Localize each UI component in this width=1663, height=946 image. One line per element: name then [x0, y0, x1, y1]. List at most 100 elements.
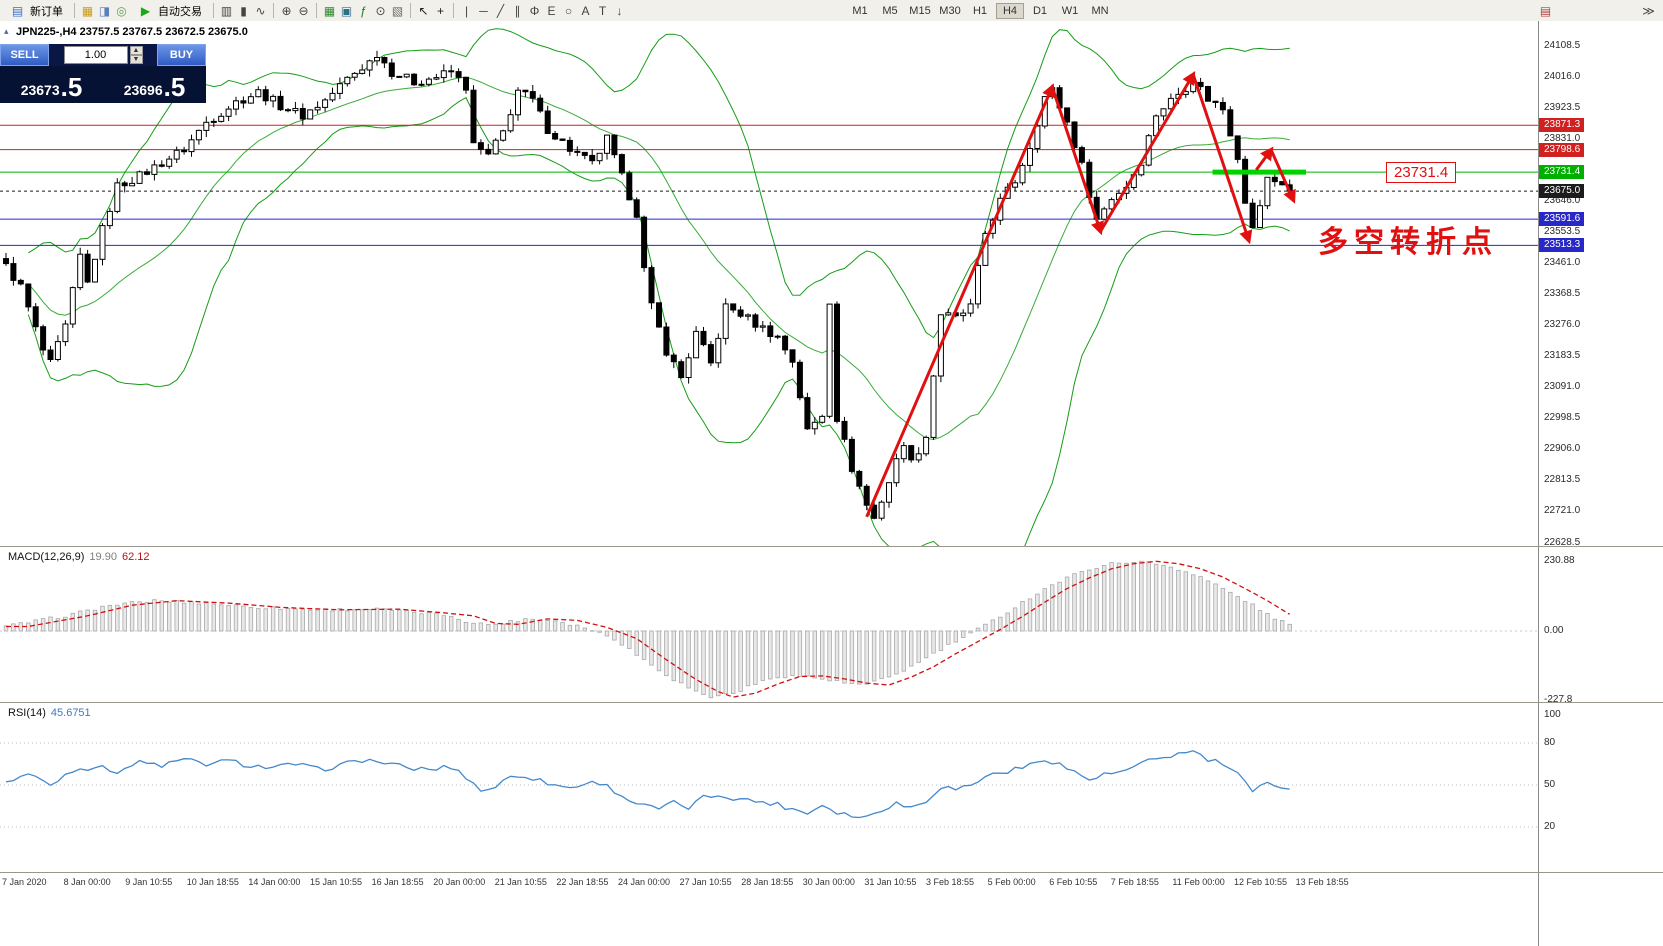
market-watch-icon[interactable]: ▦: [81, 3, 94, 18]
time-axis-label: 11 Feb 00:00: [1172, 877, 1225, 887]
rsi-axis-label: 80: [1544, 737, 1556, 748]
vertical-line-icon[interactable]: |: [464, 3, 469, 18]
periods-icon[interactable]: ⊙: [375, 3, 386, 18]
macd-panel: MACD(12,26,9) 19.90 62.12: [0, 546, 1538, 702]
price-level-tag: 23513.3: [1539, 238, 1585, 253]
sell-price: 23673.5: [0, 66, 103, 103]
macd-axis[interactable]: 230.88 0.00 -227.8: [1538, 546, 1663, 705]
price-chart-canvas[interactable]: [0, 21, 1538, 546]
macd-axis-label: 0.00: [1544, 625, 1564, 636]
label-icon[interactable]: T: [598, 3, 607, 18]
data-window-icon[interactable]: ◨: [98, 3, 111, 18]
price-axis-label: 23553.5: [1544, 225, 1581, 237]
candlestick-chart-icon[interactable]: ▮: [240, 3, 247, 18]
price-level-tag: 23871.3: [1539, 118, 1585, 133]
cursor-icon[interactable]: ↖: [418, 3, 429, 18]
timeframe-d1-button[interactable]: D1: [1032, 4, 1048, 17]
price-axis-label: 23183.5: [1544, 350, 1581, 362]
toolbar-separator: [213, 3, 214, 18]
candles-series: [3, 50, 1293, 521]
horizontal-levels: [0, 124, 1538, 246]
time-axis-label: 28 Jan 18:55: [741, 877, 794, 887]
autotrading-button[interactable]: ▶ 自动交易: [130, 2, 209, 20]
time-axis-label: 5 Feb 00:00: [987, 877, 1036, 887]
horizontal-line-icon[interactable]: ─: [479, 3, 488, 18]
bar-chart-icon[interactable]: ▥: [220, 3, 233, 18]
time-axis-label: 20 Jan 00:00: [433, 877, 486, 887]
volume-control: ▲ ▼: [49, 44, 157, 66]
tile-windows-icon[interactable]: ▦: [323, 3, 336, 18]
arrows-icon[interactable]: ↓: [616, 3, 623, 18]
buy-price-int: 23696: [123, 82, 163, 98]
price-axis[interactable]: 24108.524016.023923.523831.023738.523646…: [1538, 21, 1663, 548]
chart-title: JPN225-,H4 23757.5 23767.5 23672.5 23675…: [16, 26, 248, 38]
scroll-to-end-icon[interactable]: ≫: [1642, 3, 1655, 18]
pivot-price-tag[interactable]: 23731.4: [1386, 162, 1457, 183]
channel-icon[interactable]: ∥: [514, 3, 521, 18]
new-chart-icon[interactable]: ▣: [340, 3, 353, 18]
macd-name: MACD(12,26,9): [8, 551, 85, 563]
timeframe-mn-button[interactable]: MN: [1091, 4, 1109, 17]
time-axis[interactable]: 7 Jan 2020 8 Jan 00:00 9 Jan 10:55 10 Jan 1…: [0, 872, 1538, 946]
timeframe-toolbar: M1 M5 M15 M30 H1 H4 D1 W1 MN: [845, 0, 1115, 21]
zoom-in-icon[interactable]: ⊕: [281, 3, 292, 18]
timeframe-m30-button[interactable]: M30: [939, 4, 961, 17]
time-axis-label: 3 Feb 18:55: [926, 877, 975, 887]
time-axis-label: 13 Feb 18:55: [1295, 877, 1349, 887]
new-order-label: 新订单: [30, 5, 63, 18]
elliott-icon[interactable]: E: [547, 3, 556, 18]
shapes-icon[interactable]: ○: [564, 3, 573, 18]
macd-histogram: [3, 560, 1292, 699]
volume-spinner: ▲ ▼: [129, 46, 143, 64]
crosshair-icon[interactable]: +: [436, 3, 444, 18]
trend-arrows[interactable]: [865, 71, 1296, 518]
volume-increase-button[interactable]: ▲: [129, 46, 143, 55]
time-axis-label: 7 Feb 18:55: [1110, 877, 1159, 887]
buy-price-frac: .5: [163, 72, 186, 102]
price-level-tag: 23675.0: [1539, 184, 1585, 199]
timeframe-m5-button[interactable]: M5: [882, 4, 898, 17]
volume-decrease-button[interactable]: ▼: [129, 55, 143, 64]
price-level-tag: 23798.6: [1539, 142, 1585, 157]
toolbar-left-group: ▤ 新订单 ▦ ◨ ◎ ▶ 自动交易 ▥ ▮ ∿ ⊕ ⊖ ▦ ▣ ƒ ⊙ ▧ ↖ + | ─ ╱ ∥ Φ E ○…: [0, 0, 628, 21]
macd-signal-value: 62.12: [121, 551, 150, 563]
one-click-collapse-icon[interactable]: ▴: [4, 26, 9, 36]
news-icon[interactable]: ▤: [1539, 3, 1552, 18]
timeframe-h1-button[interactable]: H1: [972, 4, 988, 17]
price-axis-label: 22906.0: [1544, 443, 1581, 455]
navigator-icon[interactable]: ◎: [116, 3, 127, 18]
rsi-line: [5, 750, 1290, 819]
price-axis-label: 22998.5: [1544, 412, 1581, 424]
rsi-panel: RSI(14) 45.6751: [0, 702, 1538, 872]
rsi-canvas[interactable]: [0, 703, 1538, 872]
time-axis-label: 7 Jan 2020: [2, 877, 47, 887]
rsi-axis-label: 50: [1544, 779, 1556, 790]
fibonacci-icon[interactable]: Φ: [529, 3, 540, 18]
buy-button[interactable]: BUY: [157, 44, 206, 66]
time-axis-label: 16 Jan 18:55: [371, 877, 424, 887]
price-axis-label: 24108.5: [1544, 39, 1581, 51]
toolbar: ▤ 新订单 ▦ ◨ ◎ ▶ 自动交易 ▥ ▮ ∿ ⊕ ⊖ ▦ ▣ ƒ ⊙ ▧ ↖ + | ─ ╱ ∥ Φ E ○…: [0, 0, 1663, 22]
line-chart-icon[interactable]: ∿: [255, 3, 266, 18]
timeframe-w1-button[interactable]: W1: [1061, 4, 1079, 17]
indicators-icon[interactable]: ƒ: [360, 3, 367, 18]
timeframe-m1-button[interactable]: M1: [852, 4, 868, 17]
volume-input[interactable]: [63, 46, 128, 64]
sell-button[interactable]: SELL: [0, 44, 49, 66]
new-order-button[interactable]: ▤ 新订单: [2, 2, 70, 20]
macd-canvas[interactable]: [0, 547, 1538, 702]
timeframe-m15-button[interactable]: M15: [909, 4, 931, 17]
autotrading-play-icon: ▶: [140, 3, 151, 18]
zoom-out-icon[interactable]: ⊖: [298, 3, 309, 18]
text-icon[interactable]: A: [581, 3, 590, 18]
time-axis-label: 10 Jan 18:55: [186, 877, 239, 887]
timeframe-h4-button[interactable]: H4: [996, 2, 1024, 19]
toolbar-separator: [316, 3, 317, 18]
pivot-annotation-text[interactable]: 多空转折点: [1318, 226, 1498, 259]
rsi-axis[interactable]: 100 80 50 20: [1538, 702, 1663, 872]
templates-icon[interactable]: ▧: [391, 3, 404, 18]
rsi-axis-label: 20: [1544, 821, 1556, 832]
trendline-icon[interactable]: ╱: [496, 3, 505, 18]
time-axis-label: 21 Jan 10:55: [494, 877, 547, 887]
